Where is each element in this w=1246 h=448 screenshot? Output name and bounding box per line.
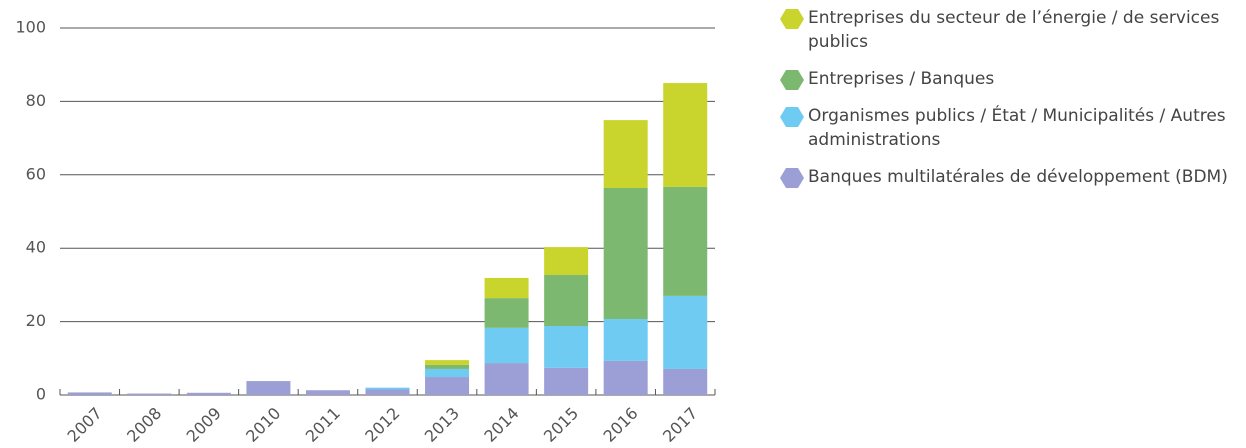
bar-segment xyxy=(544,367,589,395)
bar-segment xyxy=(425,377,470,395)
bar-segment xyxy=(425,368,470,378)
legend-hexagon xyxy=(780,168,804,188)
legend-label: Banques multilatérales de développement … xyxy=(808,167,1228,187)
legend-swatch xyxy=(780,168,804,188)
chart: 0 20 40 60 80 100 2007 2008 2009 2010 2011 2012 2013… xyxy=(15,18,716,446)
bar-segment xyxy=(544,247,589,275)
bar-segment xyxy=(663,83,708,187)
bar-segment xyxy=(603,188,648,320)
bar-segment xyxy=(603,319,648,361)
bar-segment xyxy=(127,393,172,395)
x-tick-label: 2011 xyxy=(302,404,344,446)
bar-segment xyxy=(365,389,410,395)
y-tick-label: 0 xyxy=(36,385,46,404)
x-tick-label: 2012 xyxy=(361,404,403,446)
x-tick-label: 2009 xyxy=(183,404,225,446)
bar-segment xyxy=(425,364,470,369)
bar-segment xyxy=(484,277,529,299)
bar-segment xyxy=(484,298,529,328)
bar-segment xyxy=(544,274,589,327)
bar-segment xyxy=(663,368,708,395)
legend-hexagon xyxy=(780,9,804,29)
y-tick-label: 20 xyxy=(26,311,46,330)
x-tick-label: 2017 xyxy=(659,404,701,446)
legend-swatch xyxy=(780,107,804,127)
legend-hexagon xyxy=(780,70,804,90)
y-tick-label: 60 xyxy=(26,164,46,183)
legend-entry: Entreprises / Banques xyxy=(780,67,1242,91)
legend: Entreprises du secteur de l’énergie / de… xyxy=(780,6,1242,189)
x-tick-label: 2015 xyxy=(540,404,582,446)
x-tick-label: 2010 xyxy=(242,404,284,446)
bar-segment xyxy=(365,387,410,390)
bar-segment xyxy=(305,390,350,395)
x-tick-label: 2016 xyxy=(599,404,641,446)
y-tick-label: 100 xyxy=(15,18,46,37)
legend-entry: Organismes publics / État / Municipalité… xyxy=(780,104,1242,152)
legend-entry: Entreprises du secteur de l’énergie / de… xyxy=(780,6,1242,54)
x-tick-label: 2007 xyxy=(64,404,106,446)
legend-swatch xyxy=(780,70,804,90)
legend-hexagon xyxy=(780,107,804,127)
bar-segment xyxy=(484,363,529,395)
x-tick-label: 2014 xyxy=(480,404,522,446)
legend-label: Organismes publics / État / Municipalité… xyxy=(808,106,1226,150)
bar-segment xyxy=(603,120,648,189)
bar-segment xyxy=(484,327,529,364)
y-tick-label: 40 xyxy=(26,238,46,257)
legend-label: Entreprises / Banques xyxy=(808,69,995,89)
bar-segment xyxy=(67,392,112,395)
bar-segment xyxy=(425,360,470,365)
x-tick-label: 2013 xyxy=(421,404,463,446)
legend-entry: Banques multilatérales de développement … xyxy=(780,165,1242,189)
bar-segment xyxy=(186,392,231,395)
legend-label: Entreprises du secteur de l’énergie / de… xyxy=(808,8,1220,52)
legend-swatch xyxy=(780,9,804,29)
bar-segment xyxy=(246,381,291,395)
y-tick-label: 80 xyxy=(26,91,46,110)
bar-segment xyxy=(663,186,708,296)
x-tick-label: 2008 xyxy=(123,404,165,446)
bar-segment xyxy=(603,360,648,395)
bar-segment xyxy=(663,295,708,369)
bar-segment xyxy=(544,326,589,368)
